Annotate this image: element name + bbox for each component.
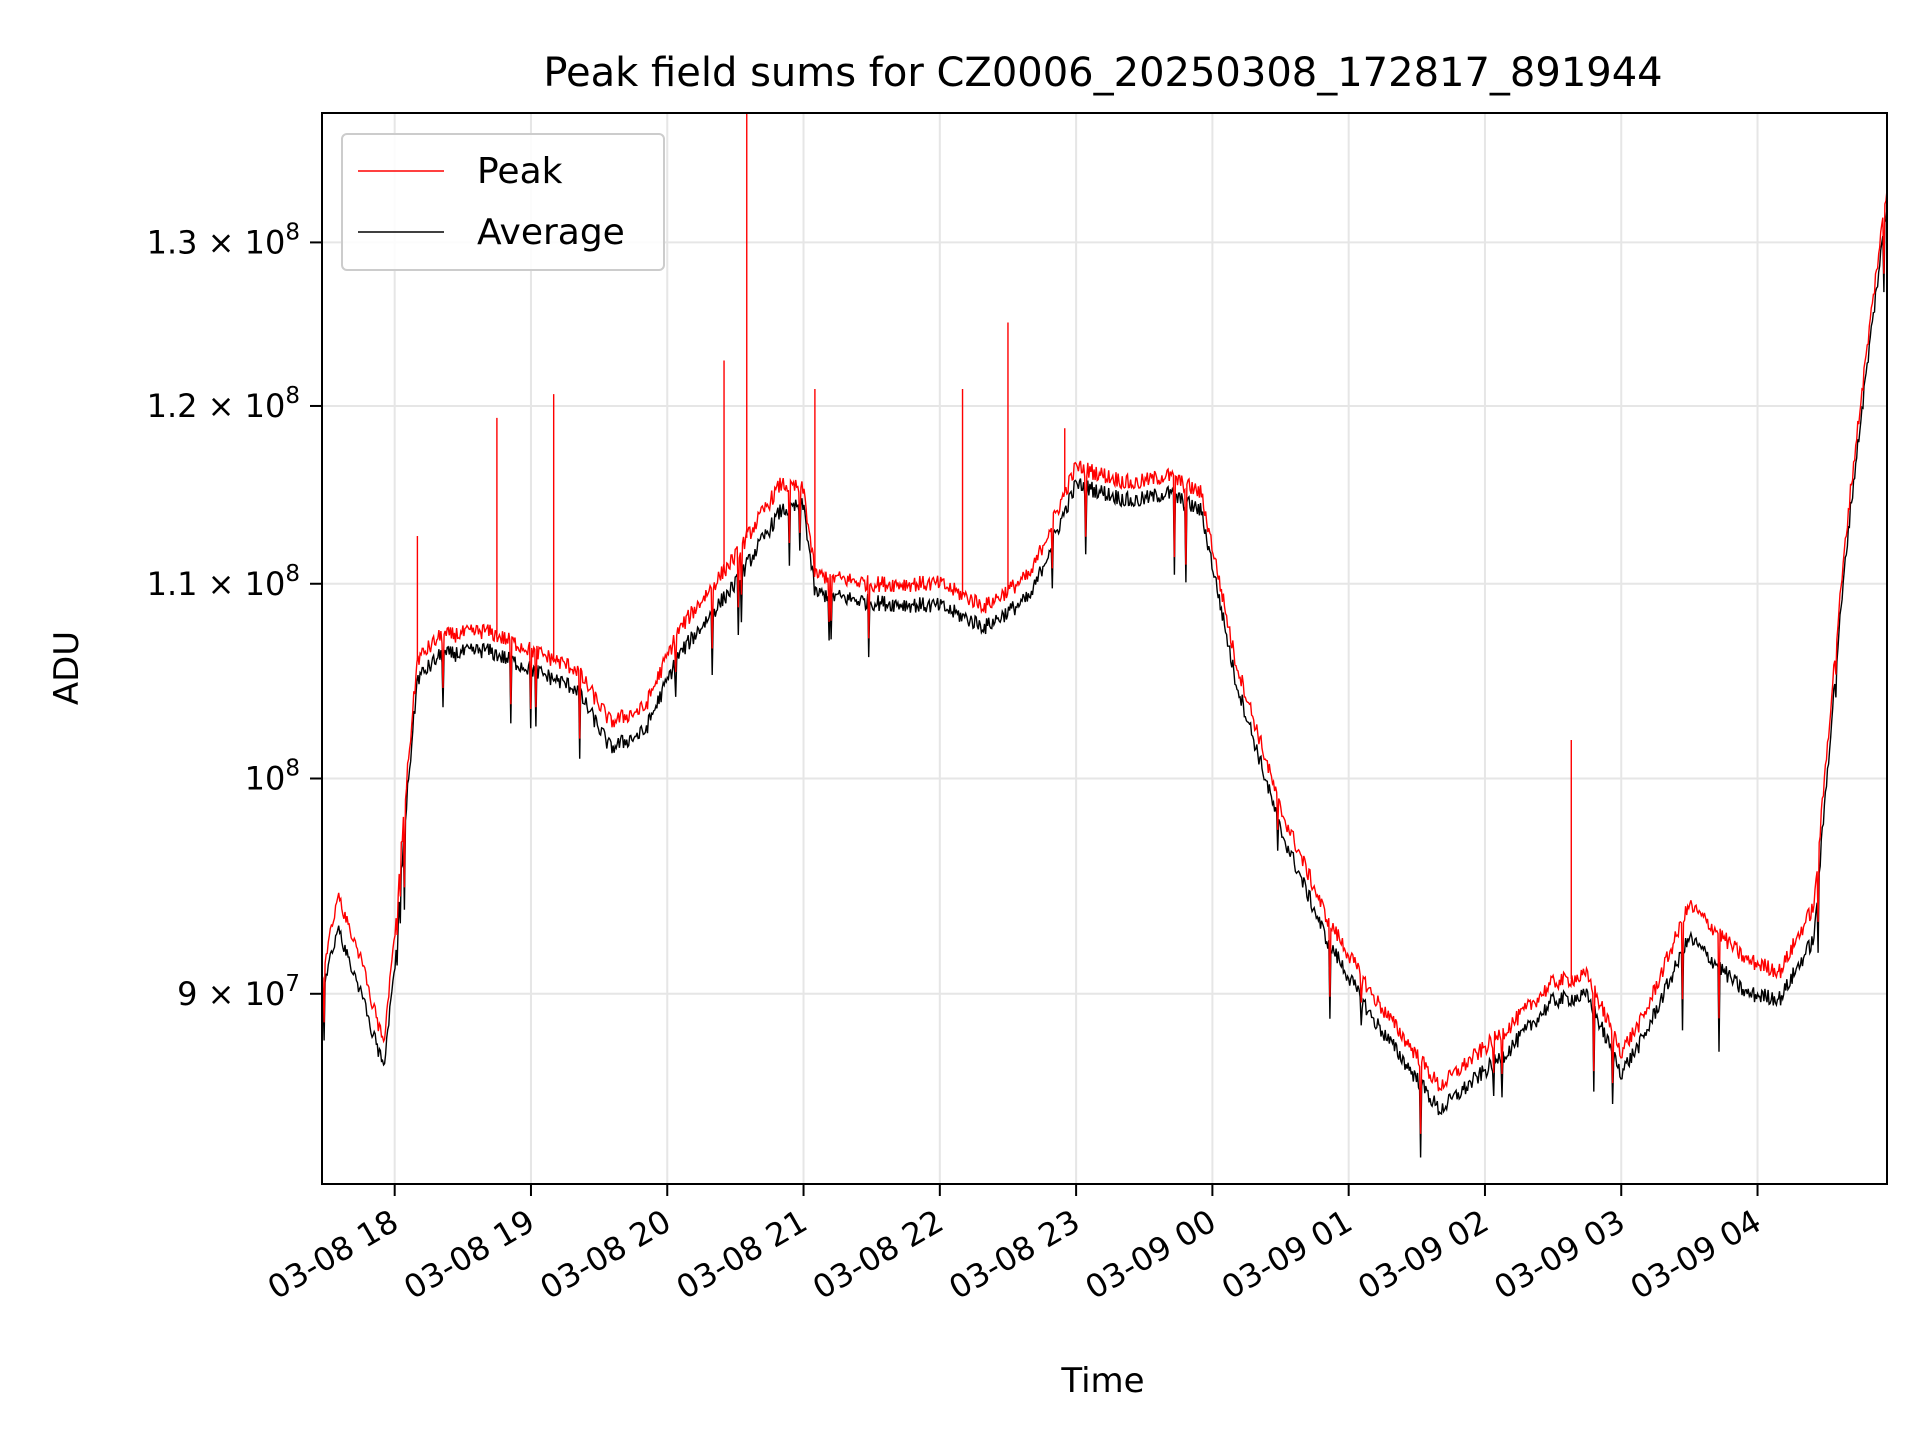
y-tick-label: 1.2 × 108 <box>147 383 300 425</box>
legend-label-peak: Peak <box>477 151 563 192</box>
y-axis-ticks: 9 × 107 108 1.1 × 108 1.2 × 108 1.3 × 108 <box>147 219 322 1013</box>
plot-frame <box>321 112 1888 1185</box>
y-tick-label: 108 <box>245 756 300 798</box>
x-axis-label: Time <box>1060 1361 1144 1401</box>
plot-lines <box>321 113 1888 1158</box>
y-tick-label: 9 × 107 <box>177 971 300 1013</box>
grid <box>322 113 1887 1184</box>
series-line-peak <box>321 189 1888 1134</box>
series-line-average <box>321 208 1888 1158</box>
y-axis-label: ADU <box>47 631 87 705</box>
y-tick-label: 1.1 × 108 <box>147 561 300 603</box>
legend-box <box>341 133 665 271</box>
legend: Peak Average <box>341 133 665 271</box>
chart-title: Peak field sums for CZ0006_20250308_1728… <box>543 50 1662 96</box>
legend-label-average: Average <box>477 212 625 253</box>
y-tick-label: 1.3 × 108 <box>147 219 300 261</box>
